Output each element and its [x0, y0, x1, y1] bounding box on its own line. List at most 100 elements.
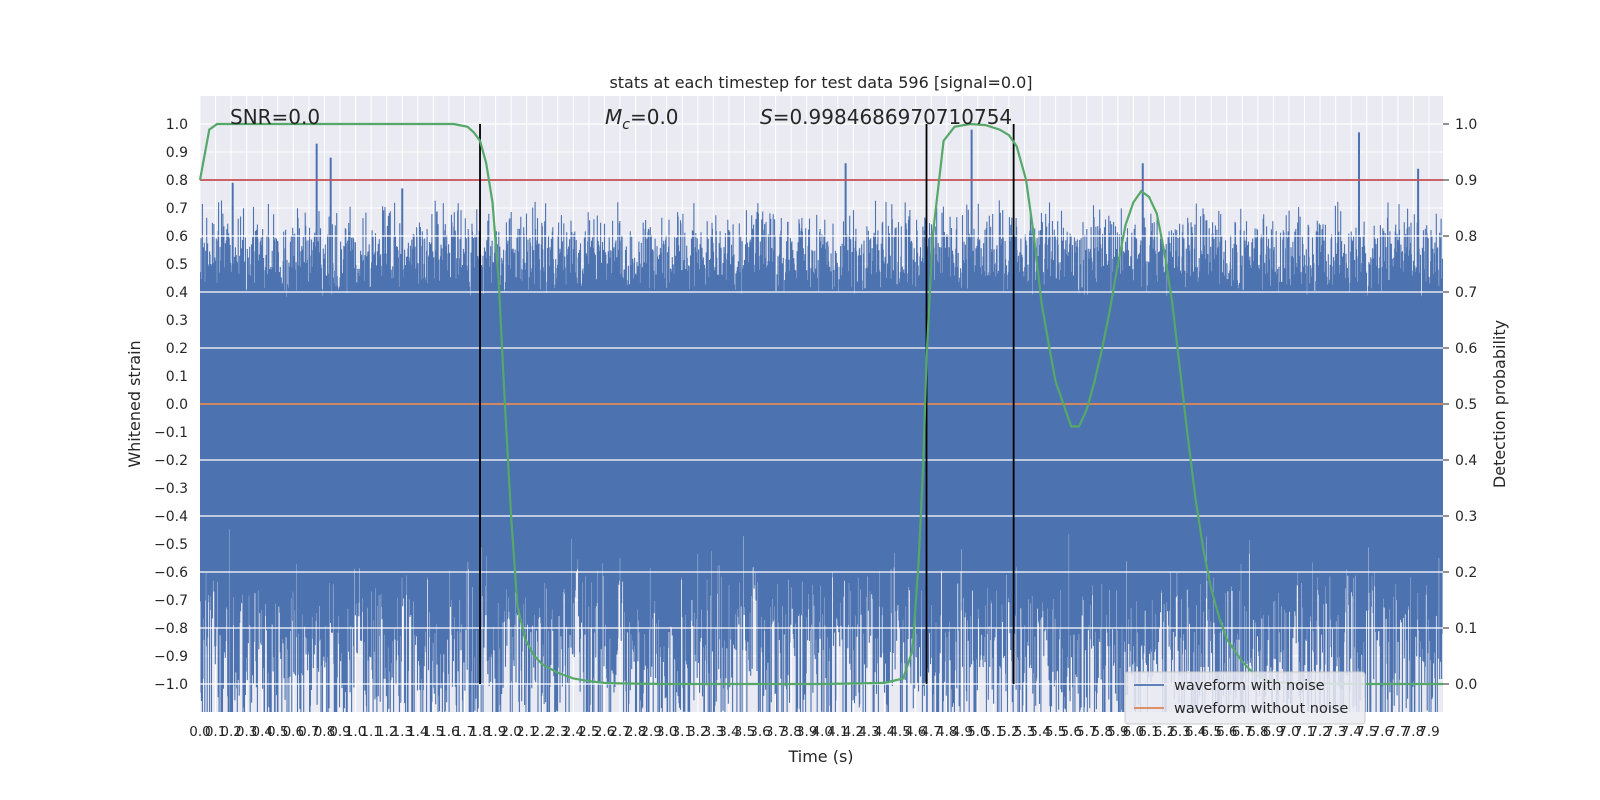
x-tick-label: 7.6 [1372, 724, 1393, 740]
x-tick-label: 1.2 [376, 724, 397, 740]
x-tick-label: 7.1 [1294, 724, 1315, 740]
x-tick-label: 4.4 [874, 724, 895, 740]
x-tick-label: 5.1 [983, 724, 1004, 740]
annotation-s: S=0.9984686970710754 [760, 105, 1012, 129]
y-tick-label-right: 0.5 [1455, 397, 1477, 413]
x-tick-label: 7.8 [1403, 724, 1424, 740]
x-tick-label: 0.5 [267, 724, 288, 740]
y-tick-label-left: −0.2 [154, 453, 188, 469]
legend-box [1124, 671, 1366, 725]
x-tick-label: 3.7 [765, 724, 786, 740]
x-tick-label: 4.2 [843, 724, 864, 740]
y-tick-label-right: 0.7 [1455, 285, 1477, 301]
x-tick-label: 6.5 [1200, 724, 1221, 740]
x-tick-label: 5.6 [1060, 724, 1081, 740]
x-tick-label: 2.6 [594, 724, 615, 740]
x-tick-label: 7.3 [1325, 724, 1346, 740]
x-tick-label: 0.8 [314, 724, 335, 740]
x-tick-label: 0.7 [298, 724, 319, 740]
x-tick-label: 3.0 [656, 724, 677, 740]
x-tick-label: 2.1 [516, 724, 537, 740]
legend-label-noise: waveform with noise [1174, 678, 1325, 694]
x-tick-label: 6.9 [1263, 724, 1284, 740]
x-tick-label: 0.9 [329, 724, 350, 740]
x-tick-label: 6.2 [1154, 724, 1175, 740]
y-axis-left-ticks: −1.0 −0.9 −0.8 −0.7 −0.6 −0.5 −0.4 −0.3 −0.2 −0.1… [154, 117, 188, 693]
y-tick-label-left: −0.3 [154, 481, 188, 497]
x-tick-label: 6.6 [1216, 724, 1237, 740]
y-tick-label-left: −0.7 [154, 593, 188, 609]
x-tick-label: 3.6 [749, 724, 770, 740]
x-tick-label: 2.9 [640, 724, 661, 740]
x-tick-label: 1.3 [391, 724, 412, 740]
x-tick-label: 4.3 [858, 724, 879, 740]
y-tick-label-left: 0.0 [166, 397, 188, 413]
y-tick-label-left: 0.5 [166, 257, 188, 273]
x-tick-label: 3.8 [780, 724, 801, 740]
vertical-markers [479, 124, 1015, 684]
mc-symbol: M [605, 105, 622, 129]
annotation-mc: Mc=0.0 [605, 105, 679, 133]
y-tick-label-left: 0.4 [166, 285, 188, 301]
x-tick-label: 0.4 [251, 724, 272, 740]
x-tick-label: 3.5 [734, 724, 755, 740]
chart-title: stats at each timestep for test data 596… [609, 73, 1032, 92]
y-tick-label-left: 0.8 [166, 173, 188, 189]
y-tick-label-left: 0.3 [166, 313, 188, 329]
y-tick-label-left: −0.9 [154, 649, 188, 665]
x-tick-label: 5.7 [1076, 724, 1097, 740]
y-tick-label-left: −0.4 [154, 509, 188, 525]
x-tick-label: 3.4 [718, 724, 739, 740]
y-tick-label-right: 0.2 [1455, 565, 1477, 581]
x-tick-label: 1.1 [360, 724, 381, 740]
x-tick-label: 0.1 [205, 724, 226, 740]
x-tick-label: 2.8 [625, 724, 646, 740]
y-tick-label-left: −0.6 [154, 565, 188, 581]
x-tick-label: 5.2 [998, 724, 1019, 740]
x-tick-label: 4.9 [952, 724, 973, 740]
x-tick-label: 5.3 [1014, 724, 1035, 740]
y-tick-label-left: 0.6 [166, 229, 188, 245]
y-tick-label-right: 1.0 [1455, 117, 1477, 133]
y-tick-label-right: 0.1 [1455, 621, 1477, 637]
x-tick-label: 5.0 [967, 724, 988, 740]
x-tick-label: 0.6 [283, 724, 304, 740]
x-tick-label: 4.0 [812, 724, 833, 740]
y-axis-label-left: Whitened strain [125, 340, 144, 467]
annotation-snr: SNR=0.0 [230, 105, 320, 129]
x-tick-label: 6.1 [1138, 724, 1159, 740]
legend: waveform with noise waveform without noi… [1124, 671, 1366, 725]
x-tick-label: 7.7 [1387, 724, 1408, 740]
x-tick-label: 6.8 [1247, 724, 1268, 740]
y-tick-label-left: −1.0 [154, 677, 188, 693]
legend-label-clean: waveform without noise [1174, 701, 1348, 717]
x-tick-label: 3.3 [703, 724, 724, 740]
x-tick-label: 5.4 [1029, 724, 1050, 740]
x-tick-label: 4.5 [889, 724, 910, 740]
x-tick-label: 4.8 [936, 724, 957, 740]
x-tick-label: 1.0 [345, 724, 366, 740]
y-tick-label-right: 0.9 [1455, 173, 1477, 189]
x-tick-label: 5.8 [1092, 724, 1113, 740]
x-tick-label: 1.5 [423, 724, 444, 740]
x-tick-label: 4.7 [920, 724, 941, 740]
x-tick-label: 2.7 [609, 724, 630, 740]
y-tick-label-right: 0.8 [1455, 229, 1477, 245]
x-tick-label: 2.0 [500, 724, 521, 740]
x-tick-label: 5.9 [1107, 724, 1128, 740]
x-tick-label: 7.5 [1356, 724, 1377, 740]
noise-spikes [200, 200, 1443, 712]
x-tick-label: 0.0 [189, 724, 210, 740]
y-tick-label-right: 0.6 [1455, 341, 1477, 357]
x-tick-label: 7.0 [1278, 724, 1299, 740]
x-tick-label: 3.9 [796, 724, 817, 740]
y-tick-label-left: −0.8 [154, 621, 188, 637]
x-tick-label: 7.4 [1340, 724, 1361, 740]
x-tick-label: 2.5 [578, 724, 599, 740]
x-tick-label: 2.3 [547, 724, 568, 740]
y-tick-label-left: −0.5 [154, 537, 188, 553]
s-value: =0.9984686970710754 [773, 105, 1012, 129]
y-tick-label-left: 0.1 [166, 369, 188, 385]
x-tick-label: 1.6 [438, 724, 459, 740]
